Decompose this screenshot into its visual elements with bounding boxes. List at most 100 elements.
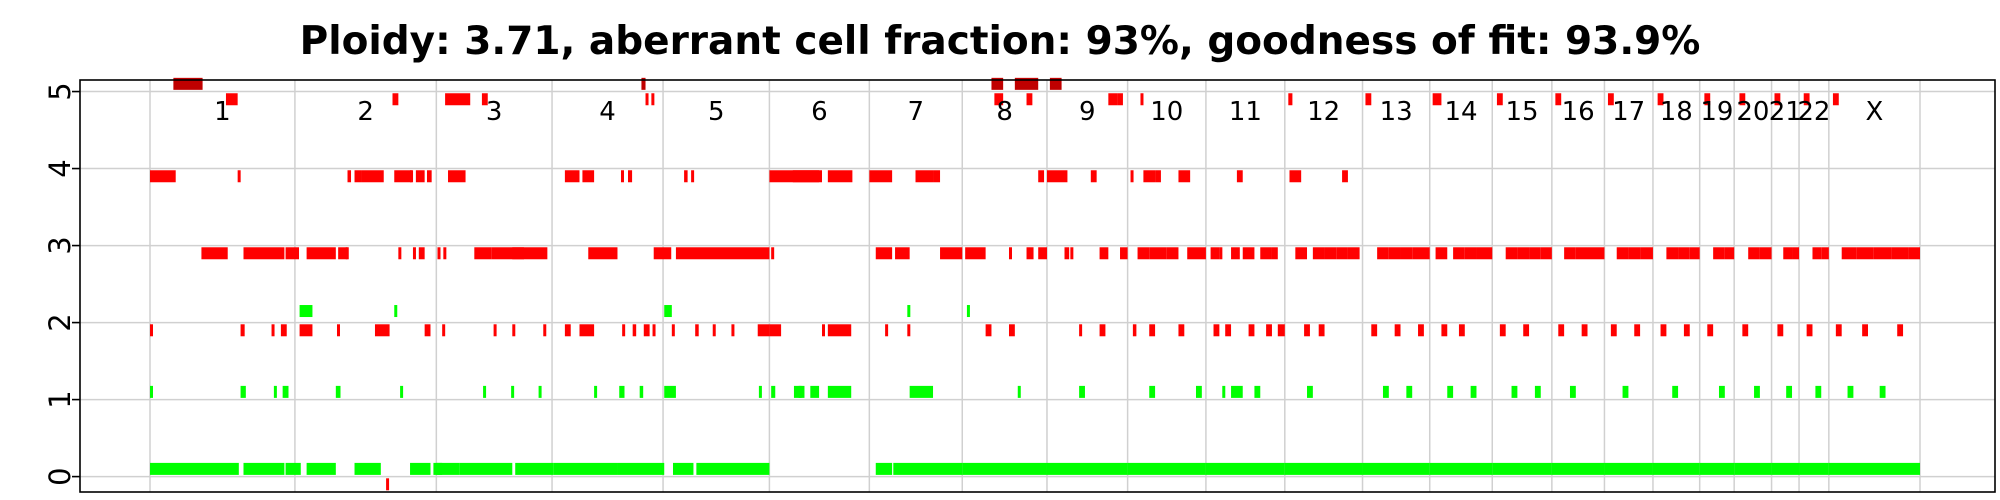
segment-red — [933, 170, 941, 183]
segment-green — [354, 462, 381, 475]
segment-red — [1616, 247, 1629, 260]
chromosome-label: 7 — [908, 97, 925, 127]
segment-red — [985, 324, 992, 337]
segment-red — [627, 170, 633, 183]
segment-green — [793, 385, 802, 398]
segment-red — [240, 324, 245, 337]
segment-green — [1406, 385, 1413, 398]
segment-red — [684, 170, 688, 183]
segment-red — [1242, 247, 1255, 260]
segment-green — [1754, 385, 1760, 398]
segment-dark_red — [1049, 77, 1062, 90]
segment-red — [1260, 247, 1272, 260]
segment-red — [643, 324, 650, 337]
segment-red — [1099, 247, 1109, 260]
segment-red — [237, 170, 241, 183]
segment-red — [1660, 324, 1667, 337]
segment-red — [1453, 247, 1465, 260]
segment-red — [671, 324, 675, 337]
segment-red — [1581, 324, 1588, 337]
segment-red — [1707, 324, 1714, 337]
segment-red — [1724, 247, 1735, 260]
segment-red — [1856, 247, 1874, 260]
segment-red — [792, 170, 820, 183]
segment-red — [1225, 324, 1232, 337]
segment-red — [1318, 324, 1325, 337]
segment-red — [1140, 93, 1144, 106]
segment-red — [1666, 247, 1679, 260]
segment-red — [1748, 247, 1760, 260]
segment-green — [436, 462, 460, 475]
segment-red — [1832, 93, 1839, 106]
segment-red — [361, 170, 384, 183]
segment-red — [771, 247, 775, 260]
segment-green — [1569, 385, 1576, 398]
segment-green — [1847, 385, 1854, 398]
segment-green — [639, 385, 644, 398]
segment-dark_red — [641, 77, 646, 90]
segment-red — [225, 93, 238, 106]
segment-red — [1008, 247, 1012, 260]
chromosome-label: 19 — [1700, 97, 1733, 127]
segment-red — [1835, 324, 1842, 337]
segment-green — [150, 385, 153, 398]
segment-red — [1090, 170, 1097, 183]
segment-red — [338, 247, 348, 260]
segment-green — [1017, 385, 1021, 398]
segment-green — [394, 305, 398, 318]
segment-red — [1496, 93, 1503, 106]
segment-green — [827, 385, 852, 398]
segment-red — [1873, 247, 1892, 260]
segment-dark_red — [173, 77, 203, 90]
segment-red — [1505, 247, 1518, 260]
chromosome-label: 2 — [357, 97, 374, 127]
segment-green — [907, 305, 911, 318]
segment-red — [493, 324, 497, 337]
segment-green — [1362, 462, 1430, 475]
segment-red — [1079, 324, 1083, 337]
chromosome-label: 16 — [1562, 97, 1595, 127]
segment-red — [1742, 324, 1749, 337]
segment-green — [400, 385, 404, 398]
segment-red — [1812, 247, 1822, 260]
segment-green — [483, 385, 487, 398]
segment-red — [1289, 170, 1302, 183]
segment-red — [622, 324, 626, 337]
segment-red — [201, 247, 228, 260]
segment-red — [1587, 247, 1605, 260]
segment-red — [1713, 247, 1725, 260]
segment-red — [1210, 247, 1220, 260]
segment-dark_red — [1014, 77, 1039, 90]
segment-green — [594, 385, 598, 398]
segment-red — [1908, 247, 1920, 260]
segment-red — [1149, 247, 1167, 260]
segment-green — [1307, 385, 1313, 398]
segment-red — [564, 170, 580, 183]
segment-red — [1841, 247, 1857, 260]
segment-red — [1219, 247, 1223, 260]
segment-green — [1879, 385, 1886, 398]
segment-red — [1683, 324, 1690, 337]
segment-red — [1365, 93, 1372, 106]
segment-red — [1377, 247, 1389, 260]
segment-red — [1143, 170, 1156, 183]
segment-red — [1130, 170, 1134, 183]
segment-green — [1447, 385, 1454, 398]
segment-green — [243, 462, 285, 475]
segment-red — [1295, 247, 1308, 260]
segment-red — [564, 324, 571, 337]
segment-red — [426, 170, 432, 183]
segment-green — [893, 462, 963, 475]
segment-green — [1195, 385, 1202, 398]
segment-green — [1699, 462, 1735, 475]
segment-red — [1458, 324, 1465, 337]
segment-red — [652, 324, 656, 337]
segment-red — [691, 170, 695, 183]
segment-red — [1099, 324, 1106, 337]
segment-red — [1108, 93, 1118, 106]
segment-red — [869, 170, 893, 183]
segment-red — [1759, 247, 1772, 260]
segment-red — [1640, 247, 1653, 260]
segment-red — [1476, 247, 1493, 260]
